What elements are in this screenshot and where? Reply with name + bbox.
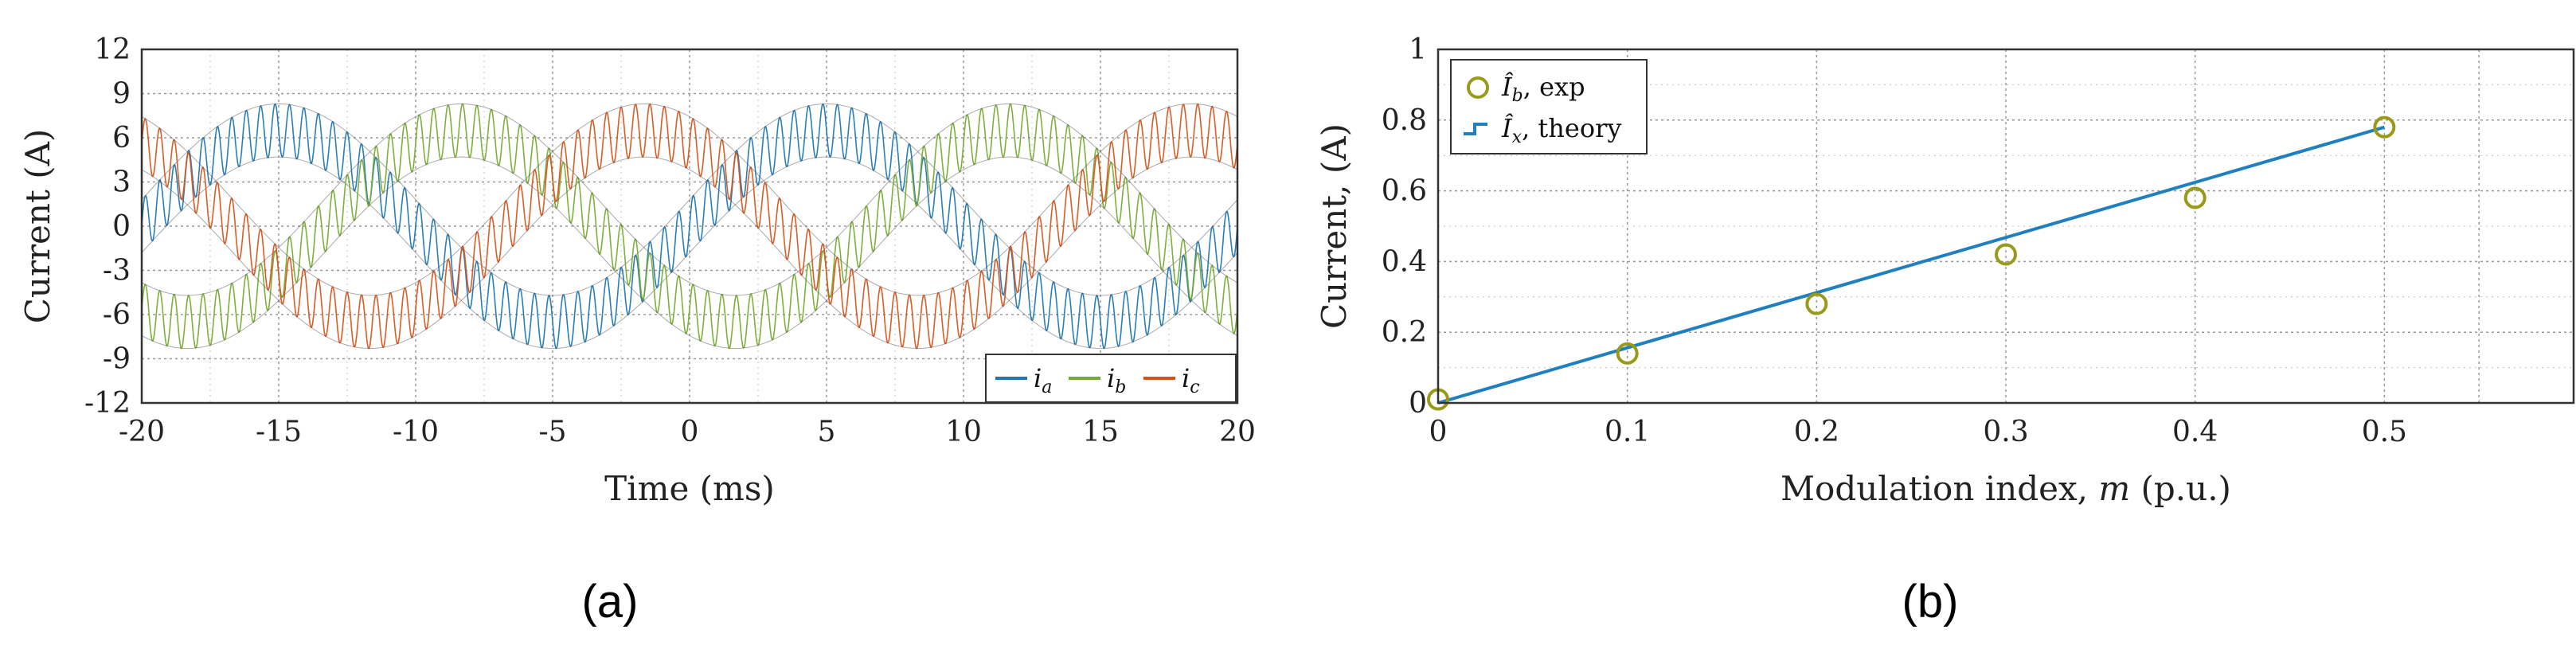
panel-b-x-axis-title: Modulation index, m (p.u.) (1781, 469, 2231, 508)
panel-b-y-tick-label: 0.8 (1382, 104, 1427, 137)
panel-a-x-tick-label: 0 (681, 416, 699, 448)
panel-a-y-tick-label: -6 (103, 299, 131, 331)
panel-b-axes-box (1437, 48, 2575, 405)
panel-a-x-tick-label: 10 (945, 416, 982, 448)
panel-a-ticks: -20 -15 -10 -5 0 5 10 15 20 12 9 6 3 0 -3 -6 -9 -12 (84, 33, 1256, 448)
panel-b-legend-box (1450, 59, 1648, 154)
panel-a-legend-box (985, 354, 1237, 403)
panel-b-y-tick-label: 0.4 (1382, 245, 1427, 278)
panel-a-axes-box (140, 48, 1239, 405)
legend-swatch-ix-theory (1464, 123, 1487, 135)
panel-b-x-tick-label: 0.1 (1605, 416, 1650, 448)
legend-label-ib: ib (1107, 363, 1126, 397)
panel-b-y-tick-label: 0.2 (1382, 316, 1427, 349)
panel-b-series-group (1427, 115, 2396, 411)
panel-b-y-tick-label: 0.6 (1382, 175, 1427, 208)
panel-b-label: (b) (1902, 576, 1959, 628)
panel-a-series-group (141, 103, 1238, 350)
series-theory-line (1437, 125, 2385, 405)
panel-b-x-tick-label: 0.2 (1794, 416, 1839, 448)
panel-b-x-tick-label: 0.5 (2362, 416, 2407, 448)
point-exp-4 (2183, 186, 2207, 209)
panel-a-y-tick-label: 9 (112, 78, 131, 111)
envelope-upper-i-a (141, 103, 1238, 296)
panel-a-x-tick-label: 20 (1219, 416, 1256, 448)
panel-b-y-tick-label: 0 (1409, 387, 1427, 420)
panel-b-x-tick-label: 0.3 (1983, 416, 2028, 448)
point-exp-5 (2373, 115, 2396, 139)
series-i-c (141, 103, 1238, 350)
point-exp-1 (1616, 342, 1639, 365)
panel-b-y-tick-label: 1 (1409, 33, 1427, 66)
envelope-lower-i-b (141, 156, 1238, 349)
panel-a-x-tick-label: 5 (818, 416, 836, 448)
panel-a-x-axis-title: Time (ms) (604, 469, 775, 508)
envelope-lower-i-a (141, 156, 1238, 350)
panel-a-y-tick-label: 0 (112, 210, 131, 243)
panel-b-x-tick-label: 0 (1429, 416, 1448, 448)
panel-a-chart: -20 -15 -10 -5 0 5 10 15 20 12 9 6 3 0 -3 -6 -9 -12 ia ib… (18, 33, 1256, 628)
panel-a-y-tick-label: -3 (103, 255, 131, 287)
legend-label-ia: ia (1034, 363, 1052, 397)
legend-label-ib-exp: Îb, exp (1501, 72, 1585, 106)
panel-b-x-tick-label: 0.4 (2172, 416, 2218, 448)
legend-marker-ib-exp (1467, 76, 1489, 99)
panel-a-y-tick-label: -9 (103, 343, 131, 376)
envelope-lower-i-c (141, 156, 1238, 349)
series-i-b (141, 103, 1238, 350)
panel-b-chart: 0 0.1 0.2 0.3 0.4 0.5 0 0.2 0.4 0.6 0.8 1 Îb, exp Î… (1315, 33, 2575, 628)
point-exp-2 (1805, 292, 1828, 315)
point-exp-3 (1995, 243, 2017, 266)
envelope-upper-i-b (141, 104, 1238, 296)
legend-label-ic: ic (1182, 363, 1200, 397)
panel-a-y-tick-label: 3 (112, 166, 131, 199)
panel-a-x-tick-label: -10 (393, 416, 439, 448)
panel-a-x-tick-label: 15 (1082, 416, 1119, 448)
panel-b-legend: Îb, exp Îx, theory (1450, 59, 1648, 154)
panel-a-y-axis-title: Current (A) (18, 129, 57, 324)
envelope-upper-i-c (141, 104, 1238, 296)
panel-a-y-tick-label: -12 (84, 387, 131, 420)
legend-label-ix-theory: Îx, theory (1501, 113, 1621, 147)
panel-a-label: (a) (582, 576, 639, 628)
panel-a-x-tick-label: -20 (119, 416, 165, 448)
panel-a-x-tick-label: -5 (538, 416, 566, 448)
panel-a-legend: ia ib ic (985, 354, 1237, 403)
panel-a-y-tick-label: 6 (112, 122, 131, 154)
series-i-a (141, 103, 1238, 350)
panel-b-ticks: 0 0.1 0.2 0.3 0.4 0.5 0 0.2 0.4 0.6 0.8 1 (1382, 33, 2407, 448)
panel-b-y-axis-title: Current, (A) (1315, 123, 1354, 329)
panel-a-y-tick-label: 12 (94, 33, 131, 66)
panel-a-x-tick-label: -15 (256, 416, 302, 448)
